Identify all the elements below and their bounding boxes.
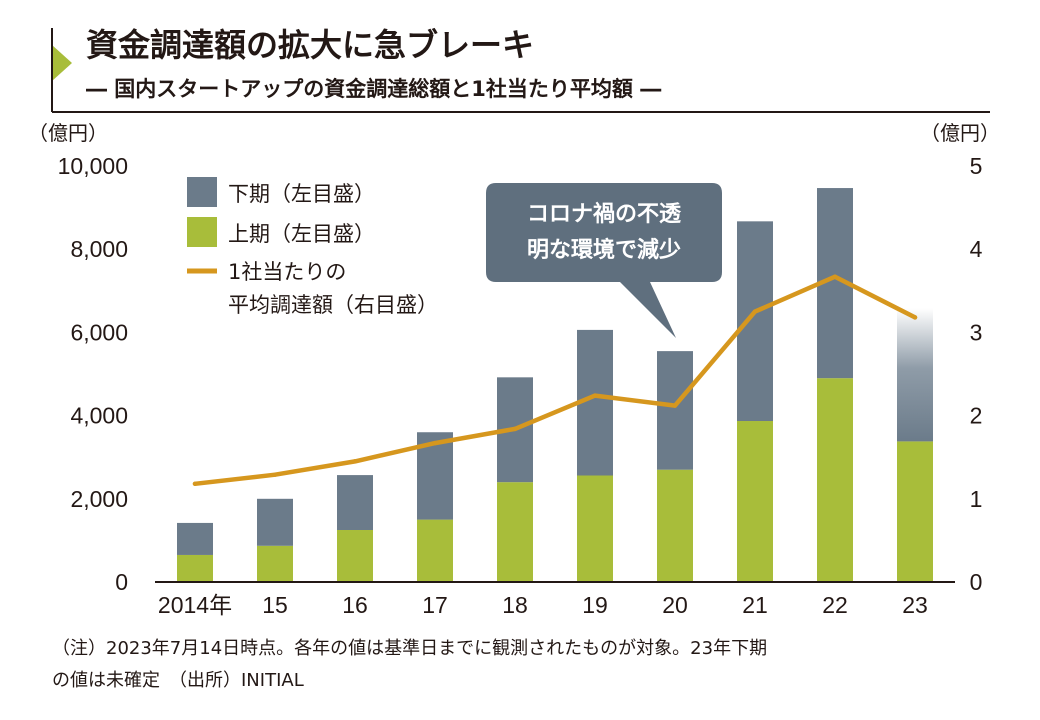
annotation-callout: コロナ禍の不透 明な環境で減少 xyxy=(486,183,722,338)
callout-bubble xyxy=(486,183,722,338)
line-point xyxy=(352,459,358,464)
bar-upper-half xyxy=(817,378,853,582)
x-tick-label: 16 xyxy=(342,592,368,618)
x-tick-label: 23 xyxy=(902,592,928,618)
y-left-tick-label: 2,000 xyxy=(70,486,128,512)
line-point xyxy=(592,393,598,398)
callout-line-2: 明な環境で減少 xyxy=(527,237,681,263)
y-left-tick-label: 6,000 xyxy=(70,319,128,345)
bar-lower-half xyxy=(897,308,933,442)
legend: 下期（左目盛） 上期（左目盛） 1社当たりの 平均調達額（右目盛） xyxy=(187,177,438,317)
legend-label-line-1: 1社当たりの xyxy=(228,260,346,284)
legend-swatch-upper xyxy=(187,217,217,247)
bar-lower-half xyxy=(657,351,693,470)
chart-header: 資金調達額の拡大に急ブレーキ ― 国内スタートアップの資金調達総額と1社当たり平… xyxy=(51,26,990,113)
line-point xyxy=(752,309,758,314)
bar-lower-half xyxy=(737,221,773,422)
y-right-tick-label: 5 xyxy=(970,153,983,179)
y-right-tick-label: 1 xyxy=(970,486,983,512)
bar-series xyxy=(177,188,933,582)
accent-triangle xyxy=(52,45,72,81)
y-left-tick-labels: 0 2,000 4,000 6,000 8,000 10,000 xyxy=(58,153,128,595)
y-right-tick-label: 2 xyxy=(970,403,983,429)
x-tick-label: 19 xyxy=(582,592,608,618)
bar-upper-half xyxy=(177,554,213,582)
x-tick-label: 15 xyxy=(262,592,288,618)
bar-upper-half xyxy=(417,519,453,582)
y-right-tick-label: 4 xyxy=(970,236,983,262)
legend-label-line-2: 平均調達額（右目盛） xyxy=(228,293,438,317)
bar-upper-half xyxy=(737,421,773,582)
bar-upper-half xyxy=(897,441,933,582)
line-point xyxy=(672,403,678,408)
x-tick-label: 17 xyxy=(422,592,448,618)
callout-line-1: コロナ禍の不透 xyxy=(527,202,682,227)
legend-label-lower: 下期（左目盛） xyxy=(228,182,375,206)
y-right-tick-label: 0 xyxy=(970,569,983,595)
y-left-tick-label: 4,000 xyxy=(70,403,128,429)
y-right-tick-labels: 0 1 2 3 4 5 xyxy=(970,153,983,595)
x-tick-label: 20 xyxy=(662,592,688,618)
legend-swatch-lower xyxy=(187,177,217,207)
bar-lower-half xyxy=(177,522,213,555)
line-point xyxy=(832,274,838,279)
line-point xyxy=(272,472,278,477)
line-point xyxy=(912,315,918,320)
footnote-line-1: （注）2023年7月14日時点。各年の値は基準日までに観測されたものが対象。23… xyxy=(52,638,767,659)
average-line xyxy=(192,274,918,487)
line-point xyxy=(192,481,198,487)
y-right-tick-label: 3 xyxy=(970,319,983,345)
bar-upper-half xyxy=(337,530,373,582)
x-tick-label: 21 xyxy=(742,592,768,618)
y-left-unit: （億円） xyxy=(28,121,108,145)
y-left-tick-label: 0 xyxy=(115,569,128,595)
x-tick-labels: 2014年 15 16 17 18 19 20 21 22 23 xyxy=(158,592,928,618)
average-line-series xyxy=(192,274,918,487)
x-tick-label: 18 xyxy=(502,592,528,618)
legend-label-upper: 上期（左目盛） xyxy=(228,222,375,246)
y-left-tick-label: 8,000 xyxy=(70,236,128,262)
chart-subtitle: ― 国内スタートアップの資金調達総額と1社当たり平均額 ― xyxy=(86,77,661,101)
bar-upper-half xyxy=(257,545,293,582)
y-left-tick-label: 10,000 xyxy=(58,153,128,179)
bar-lower-half xyxy=(337,475,373,530)
x-tick-label: 2014年 xyxy=(158,592,232,618)
bar-lower-half xyxy=(257,498,293,546)
chart-title: 資金調達額の拡大に急ブレーキ xyxy=(86,26,534,64)
bar-upper-half xyxy=(497,482,533,582)
bar-upper-half xyxy=(577,475,613,582)
bar-upper-half xyxy=(657,469,693,582)
line-point xyxy=(512,426,518,432)
y-right-unit: （億円） xyxy=(920,121,1000,145)
x-tick-label: 22 xyxy=(822,592,848,618)
footnote-line-2: の値は未確定 （出所）INITIAL xyxy=(52,670,304,691)
line-point xyxy=(432,440,438,446)
